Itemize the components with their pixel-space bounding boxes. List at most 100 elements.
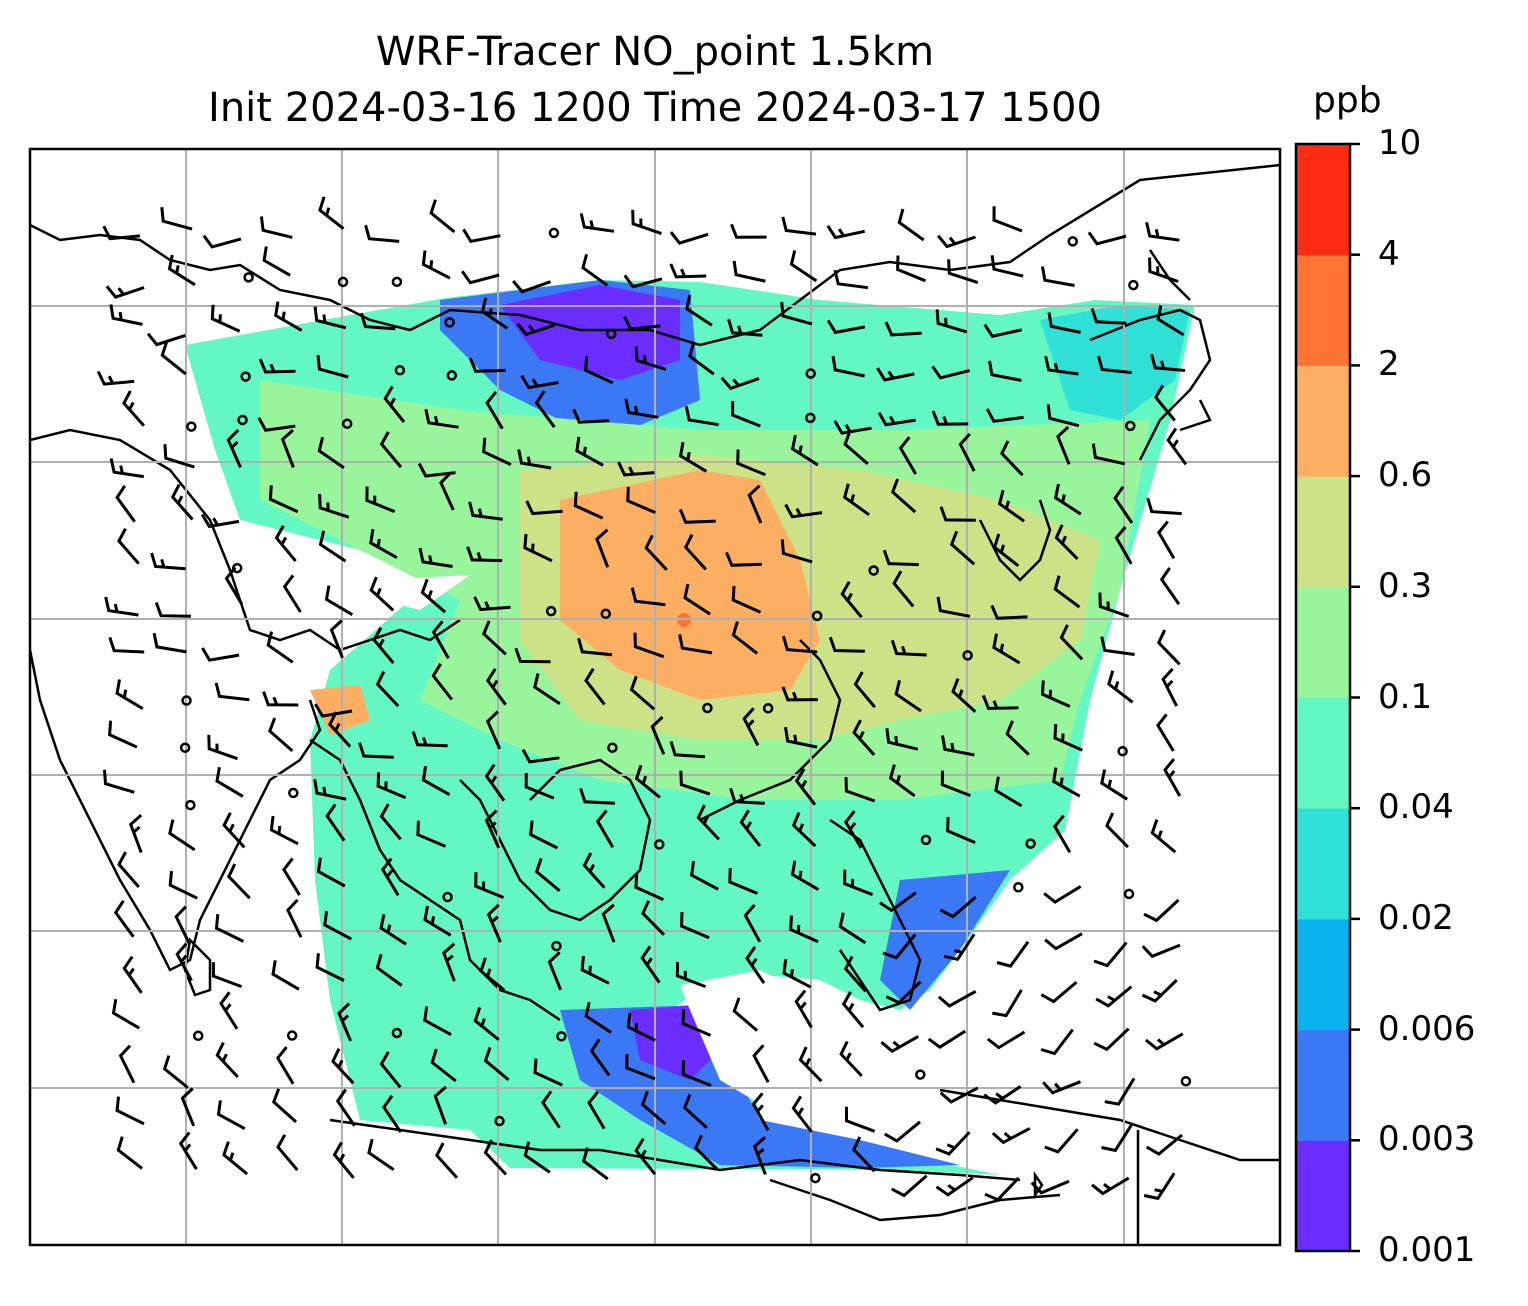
wind-barb	[117, 851, 140, 888]
wind-barb	[931, 365, 970, 380]
wind-barb	[431, 663, 453, 701]
wind-barb	[473, 1007, 500, 1041]
calm-marker	[1117, 745, 1128, 757]
wind-barb	[573, 491, 604, 520]
wind-barb	[1146, 497, 1182, 516]
wind-barb	[631, 209, 662, 236]
wind-barb	[118, 1044, 136, 1084]
calm-marker	[605, 328, 617, 340]
calm-marker	[286, 1030, 298, 1041]
wind-barb	[633, 632, 665, 659]
calm-marker	[600, 608, 612, 619]
map-title-line1: WRF-Tracer NO_point 1.5km	[375, 29, 935, 75]
wind-barb	[983, 323, 1023, 338]
wind-barb	[380, 857, 400, 897]
wind-barb	[678, 634, 713, 655]
wind-barb	[984, 1176, 1020, 1202]
wind-barb	[682, 1094, 708, 1129]
wind-barb	[629, 675, 656, 711]
wind-barb	[595, 528, 610, 568]
wind-barb	[752, 1044, 770, 1083]
wind-barb	[623, 274, 663, 289]
wind-barb	[314, 703, 353, 718]
calm-marker	[556, 1031, 567, 1042]
wind-barb	[681, 1009, 712, 1037]
wind-barb	[936, 596, 971, 618]
wind-barb	[168, 819, 196, 852]
colorbar-tick-label: 0.02	[1378, 897, 1454, 938]
wind-barb	[728, 868, 759, 895]
wind-barb	[669, 263, 707, 279]
wind-barb	[939, 895, 977, 919]
calm-marker	[237, 414, 248, 426]
wind-barb	[650, 715, 666, 755]
colorbar-segment	[1296, 918, 1350, 1031]
calm-marker	[231, 562, 243, 574]
wind-barb	[480, 297, 509, 330]
wind-barb	[1100, 636, 1135, 656]
colorbar-unit: ppb	[1313, 80, 1382, 121]
wind-barb	[483, 1047, 510, 1082]
map-title-line2: Init 2024-03-16 1200 Time 2024-03-17 150…	[208, 85, 1102, 131]
wind-barb	[105, 285, 145, 299]
wind-barb	[1156, 520, 1176, 560]
wind-barb	[325, 803, 346, 842]
wind-barb	[533, 673, 561, 706]
colorbar-tick-label: 0.001	[1378, 1230, 1476, 1270]
wind-barb	[634, 764, 661, 799]
wind-barb	[1148, 257, 1179, 283]
wind-barb	[1044, 1128, 1079, 1154]
wind-barb	[882, 549, 919, 567]
wind-barb	[324, 585, 354, 616]
wind-barb	[108, 720, 138, 749]
wind-barb	[485, 710, 502, 750]
wind-barb	[329, 619, 344, 659]
wind-barb	[679, 770, 711, 796]
wind-barb	[947, 259, 979, 285]
wind-barb	[1166, 427, 1188, 466]
wind-barb	[429, 199, 456, 234]
wind-barb	[842, 483, 870, 517]
wind-barb	[784, 726, 818, 749]
wind-barb	[791, 1095, 813, 1133]
wind-barb	[115, 484, 136, 523]
wind-barb	[751, 1092, 770, 1132]
wind-barb	[747, 484, 763, 524]
wind-barb	[421, 765, 451, 797]
wind-barb	[523, 533, 553, 563]
wind-barb	[732, 997, 759, 1032]
wind-barb	[1114, 526, 1133, 565]
wind-barb	[479, 957, 506, 992]
wind-barb	[587, 1090, 606, 1130]
wind-barb	[104, 596, 139, 617]
wind-barb	[794, 989, 813, 1029]
wind-barb	[274, 525, 297, 563]
wind-barb	[794, 768, 817, 806]
wind-barb	[833, 269, 869, 290]
colorbar-tick-label: 0.04	[1378, 787, 1454, 828]
wind-barb	[109, 304, 143, 326]
calm-marker	[811, 610, 823, 622]
wind-barb	[202, 234, 242, 249]
wind-barb	[180, 1087, 196, 1127]
wind-barb	[534, 857, 561, 892]
wind-barb	[880, 1035, 920, 1054]
wind-barb	[684, 405, 719, 427]
wind-barb	[939, 1086, 979, 1104]
wind-barb	[683, 583, 711, 616]
wind-barb	[482, 620, 507, 656]
calm-marker	[1123, 888, 1135, 900]
wind-barb	[841, 991, 865, 1029]
calm-marker	[179, 742, 191, 753]
wind-barb	[533, 1058, 563, 1087]
wind-barb	[160, 341, 187, 376]
colorbar-segment	[1296, 1140, 1350, 1252]
wind-barb	[669, 231, 709, 245]
wind-barb	[1144, 1032, 1184, 1051]
wind-barb	[996, 940, 1030, 968]
wind-barb	[992, 533, 1020, 567]
wind-barb	[696, 804, 720, 841]
wind-barb	[318, 530, 347, 563]
wind-barb	[108, 636, 145, 654]
